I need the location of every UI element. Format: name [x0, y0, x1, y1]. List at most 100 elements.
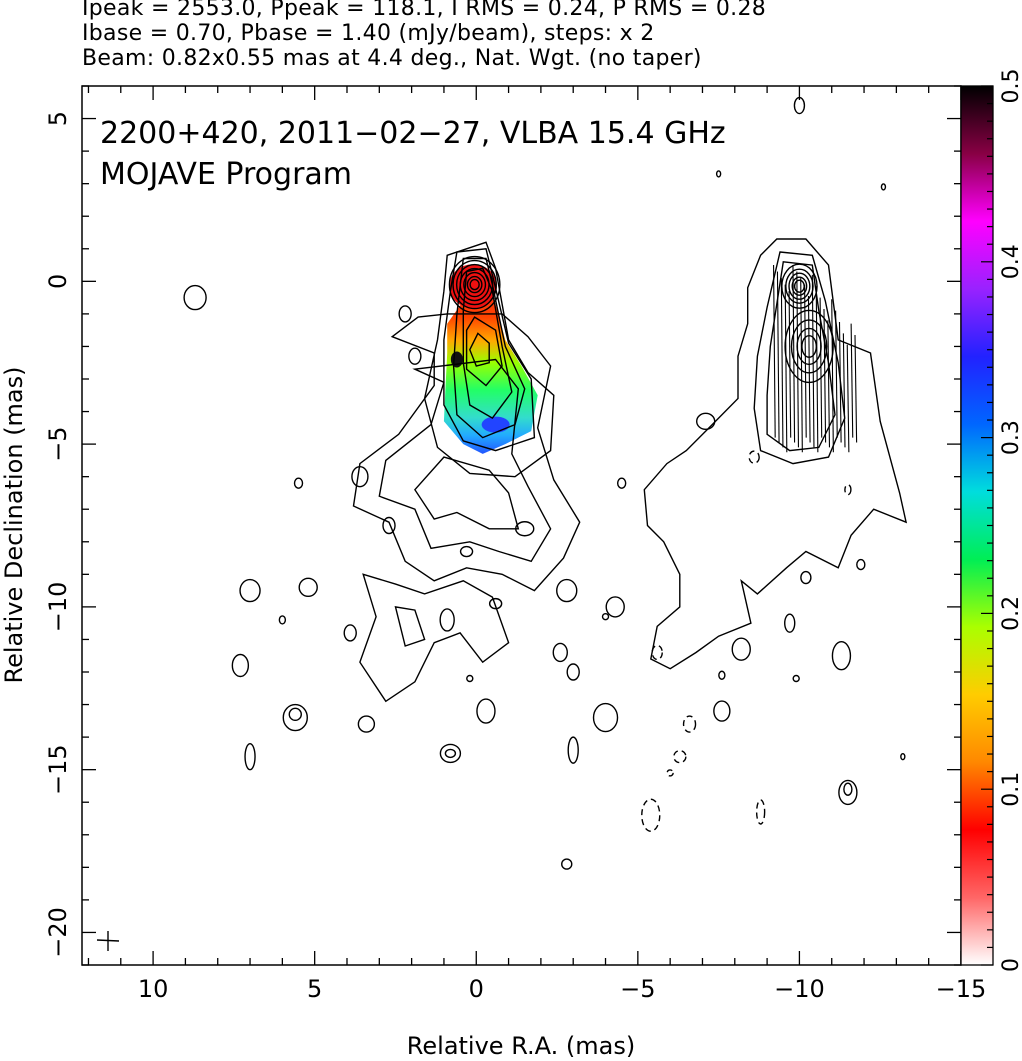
contour	[718, 670, 726, 680]
colorbar-tick-label: 0.4	[999, 244, 1022, 279]
contour	[398, 305, 412, 323]
extended-contour	[753, 251, 846, 465]
colorbar-tick-label: 0.1	[999, 772, 1022, 807]
core-contour	[448, 255, 501, 314]
core-contour	[781, 263, 818, 309]
beam-cross	[96, 931, 120, 951]
polarization-blue-blob	[481, 416, 510, 433]
extended-contour	[414, 456, 520, 530]
x-tick-label: −5	[620, 975, 655, 1003]
contour	[566, 663, 580, 681]
contour	[343, 624, 357, 642]
contour	[856, 558, 866, 571]
colorbar-tick-label: 0.3	[999, 420, 1022, 455]
contour	[616, 477, 627, 489]
contour	[439, 743, 462, 764]
core-contour	[469, 278, 480, 291]
contour	[601, 612, 610, 621]
contour	[282, 703, 308, 732]
contour	[605, 596, 625, 618]
core-contour	[466, 275, 483, 294]
contour	[476, 698, 496, 724]
header-peak-rms: Ipeak = 2553.0, Ppeak = 118.1, I RMS = 0…	[82, 0, 767, 21]
contour	[239, 578, 261, 603]
extended-contour	[352, 313, 581, 592]
y-tick-label: −20	[44, 907, 72, 958]
evpa-vector	[823, 308, 827, 443]
contour	[278, 615, 287, 625]
contour	[651, 644, 663, 661]
contour	[466, 674, 474, 683]
contour	[244, 742, 256, 771]
contour-layer	[183, 96, 908, 870]
evpa-vector	[835, 310, 838, 438]
contour	[900, 752, 906, 761]
contour	[408, 347, 422, 365]
contour	[444, 748, 457, 759]
core-contour	[785, 268, 814, 304]
evpa-vector	[776, 271, 780, 443]
contour	[843, 782, 853, 796]
contour	[682, 715, 697, 733]
contour	[382, 516, 396, 535]
contour	[784, 613, 796, 633]
contour	[880, 183, 887, 191]
jet-contour	[469, 332, 490, 367]
contour	[696, 412, 716, 431]
extended-contour	[394, 606, 426, 647]
contour	[567, 736, 579, 764]
contour	[231, 653, 250, 678]
x-tick-label: 10	[138, 975, 169, 1003]
x-tick-label: 0	[469, 975, 484, 1003]
evpa-vector	[780, 278, 784, 448]
polarization-patch	[443, 271, 538, 454]
contour	[666, 769, 674, 777]
x-tick-label: 5	[307, 975, 322, 1003]
core-contour	[793, 279, 805, 293]
evpa-vector	[819, 297, 823, 438]
evpa-vector	[831, 299, 834, 453]
evpa-vector	[850, 323, 854, 438]
contour	[459, 545, 474, 558]
contour	[838, 779, 858, 806]
contour	[715, 170, 722, 178]
colorbar-tick-label: 0.5	[999, 69, 1022, 104]
contour	[592, 702, 619, 733]
contour	[488, 597, 503, 610]
extended-contour	[766, 261, 836, 452]
evpa-vector	[842, 333, 846, 448]
evpa-vector	[854, 335, 858, 443]
contour	[288, 707, 302, 722]
evpa-vector	[796, 271, 799, 448]
contour	[844, 483, 852, 496]
core-contour	[791, 276, 808, 296]
y-axis-label: Relative Declination (mas)	[0, 366, 28, 683]
contour	[713, 700, 731, 722]
y-tick-label: 5	[44, 111, 72, 126]
evpa-vector	[838, 322, 842, 443]
x-tick-label: −15	[936, 975, 987, 1003]
contour	[831, 641, 852, 671]
evpa-vector	[811, 274, 815, 448]
jet-contour	[465, 316, 503, 387]
contour	[641, 798, 661, 832]
header-base-levels: Ibase = 0.70, Pbase = 1.40 (mJy/beam), s…	[82, 21, 655, 46]
evpa-vector	[800, 278, 803, 453]
contour	[293, 477, 304, 489]
evpa-vector	[773, 265, 776, 438]
y-tick-label: 0	[44, 274, 72, 289]
y-tick-label: −5	[44, 426, 72, 461]
core-contour	[459, 267, 490, 302]
evpa-vector	[807, 295, 811, 443]
core-contour	[455, 263, 494, 306]
contour	[439, 608, 455, 632]
core-contour	[463, 271, 487, 298]
contour	[556, 578, 578, 603]
extended-contour	[643, 238, 908, 670]
x-tick-label: −10	[774, 975, 825, 1003]
contour	[792, 674, 800, 683]
evpa-vector	[815, 286, 819, 453]
colorbar: 0 0.1 0.2 0.3 0.4 0.5	[960, 69, 1022, 972]
evpa-vector	[827, 320, 831, 448]
header-beam-info: Beam: 0.82x0.55 mas at 4.4 deg., Nat. Wg…	[82, 46, 702, 71]
